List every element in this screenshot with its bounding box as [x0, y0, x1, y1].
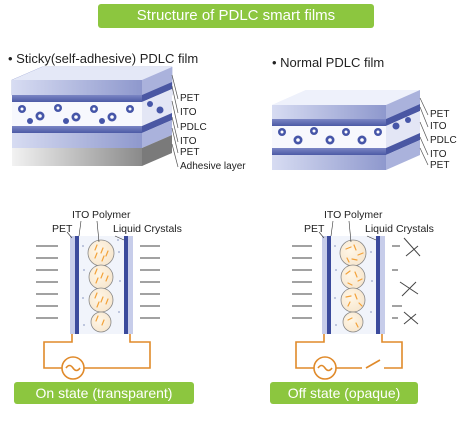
- sticky-label-pet-bottom: PET: [180, 147, 200, 158]
- normal-label-pdlc: PDLC: [430, 135, 457, 146]
- on-label-liquid-crystals: Liquid Crystals: [113, 223, 182, 235]
- normal-label-ito-bottom: ITO: [430, 149, 447, 160]
- on-label-pet: PET: [52, 223, 73, 235]
- off-label-liquid-crystals: Liquid Crystals: [365, 223, 434, 235]
- on-state-cell: [36, 220, 160, 380]
- sticky-label-pet-top: PET: [180, 93, 200, 104]
- on-label-ito: ITO: [72, 209, 90, 221]
- sticky-film-heading: • Sticky(self-adhesive) PDLC film: [8, 51, 199, 66]
- page-title: Structure of PDLC smart films: [98, 4, 374, 28]
- normal-label-pet-top: PET: [430, 109, 450, 120]
- normal-label-pet-bottom: PET: [430, 160, 450, 171]
- normal-film-stack: [272, 90, 429, 170]
- sticky-label-ito-bottom: ITO: [180, 136, 197, 147]
- off-state-caption: Off state (opaque): [270, 382, 418, 404]
- on-state-caption: On state (transparent): [14, 382, 194, 404]
- off-state-cell: [292, 220, 421, 380]
- off-label-pet: PET: [304, 223, 325, 235]
- sticky-film-stack: [11, 66, 179, 168]
- off-label-ito: ITO: [324, 209, 342, 221]
- off-label-polymer: Polymer: [344, 209, 383, 221]
- sticky-label-adhesive: Adhesive layer: [180, 161, 246, 172]
- sticky-label-ito-top: ITO: [180, 107, 197, 118]
- on-label-polymer: Polymer: [92, 209, 131, 221]
- normal-label-ito-top: ITO: [430, 121, 447, 132]
- normal-film-heading: • Normal PDLC film: [272, 55, 385, 70]
- sticky-label-pdlc: PDLC: [180, 122, 207, 133]
